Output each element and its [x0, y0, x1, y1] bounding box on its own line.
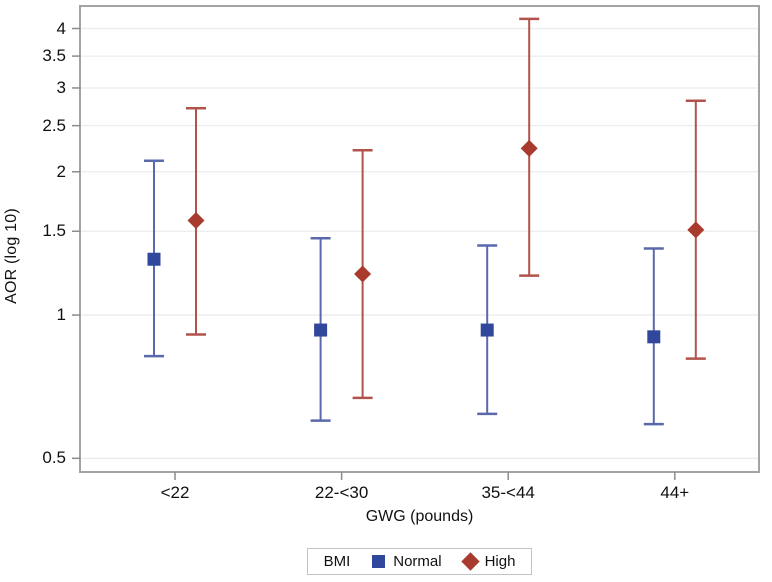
x-tick-label: 44+	[660, 483, 690, 502]
marker-diamond-high	[354, 265, 372, 283]
marker-square-normal	[647, 330, 661, 344]
y-tick-label: 3	[56, 77, 66, 97]
y-tick-label: 4	[56, 18, 66, 38]
y-tick-label: 1	[56, 305, 66, 325]
y-tick-label: 0.5	[42, 448, 66, 468]
marker-square-normal	[147, 252, 161, 266]
marker-square-normal	[314, 323, 328, 337]
normal-square-icon	[372, 555, 386, 568]
x-tick-label: 35-<44	[481, 483, 535, 502]
legend-label-high: High	[484, 553, 516, 570]
y-tick-label: 2.5	[42, 115, 66, 135]
marker-square-normal	[480, 323, 494, 337]
x-tick-label: <22	[160, 483, 190, 502]
plot-frame	[79, 5, 760, 473]
legend-item-normal: Normal	[372, 553, 442, 570]
marker-diamond-high	[520, 139, 538, 157]
marker-diamond-high	[687, 221, 705, 239]
x-tick-label: 22-<30	[314, 483, 369, 502]
legend-label-normal: Normal	[393, 553, 442, 570]
y-axis-title: AOR (log 10)	[3, 208, 20, 304]
y-tick-label: 2	[56, 161, 66, 181]
legend-title: BMI	[323, 553, 351, 570]
legend-box: BMI Normal High	[306, 548, 533, 575]
legend-item-high: High	[460, 552, 516, 571]
y-tick-label: 1.5	[42, 221, 66, 241]
y-tick-label: 3.5	[42, 46, 66, 66]
x-axis-title: GWG (pounds)	[365, 508, 474, 525]
marker-diamond-high	[187, 212, 205, 230]
legend: BMI Normal High	[80, 548, 759, 575]
high-diamond-icon	[460, 552, 480, 571]
